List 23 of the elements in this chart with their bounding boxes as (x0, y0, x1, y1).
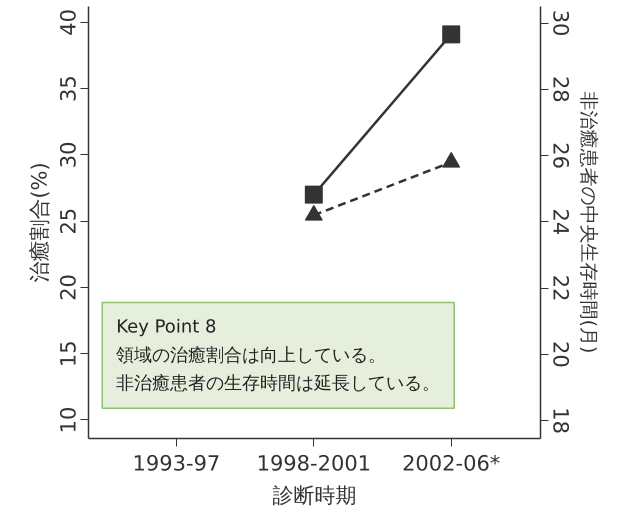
x-tick-label: 2002-06* (402, 452, 500, 476)
y-tick-label: 30 (56, 142, 80, 168)
y-tick-label: 10 (56, 406, 80, 434)
x-tick-label: 1993-97 (132, 452, 220, 476)
y2-tick-label: 26 (548, 142, 572, 169)
y-axis-title: 治癒割合(%) (28, 162, 52, 283)
x-axis-title: 診断時期 (272, 484, 356, 508)
y2-tick-label: 30 (548, 10, 572, 36)
x-tick-label: 1998-2001 (256, 452, 372, 476)
y2-tick-label: 24 (548, 208, 572, 236)
y2-tick-label: 20 (548, 340, 572, 368)
y-tick-label: 35 (56, 75, 80, 102)
annotation: Key Point 8 (116, 316, 216, 338)
annotation: 領域の治癒割合は向上している。 (116, 344, 386, 366)
y2-tick-label: 28 (548, 76, 572, 103)
annotation: 非治癒患者の生存時間は延長している。 (116, 373, 440, 394)
y-tick-label: 40 (56, 9, 80, 36)
y2-axis-title: 非治癒患者の中央生存時間(月) (578, 92, 600, 354)
y2-tick-label: 18 (548, 407, 572, 434)
y-tick-label: 15 (56, 340, 80, 368)
y-tick-label: 25 (56, 208, 80, 235)
y2-tick-label: 22 (548, 274, 572, 302)
y-tick-label: 20 (56, 274, 80, 301)
